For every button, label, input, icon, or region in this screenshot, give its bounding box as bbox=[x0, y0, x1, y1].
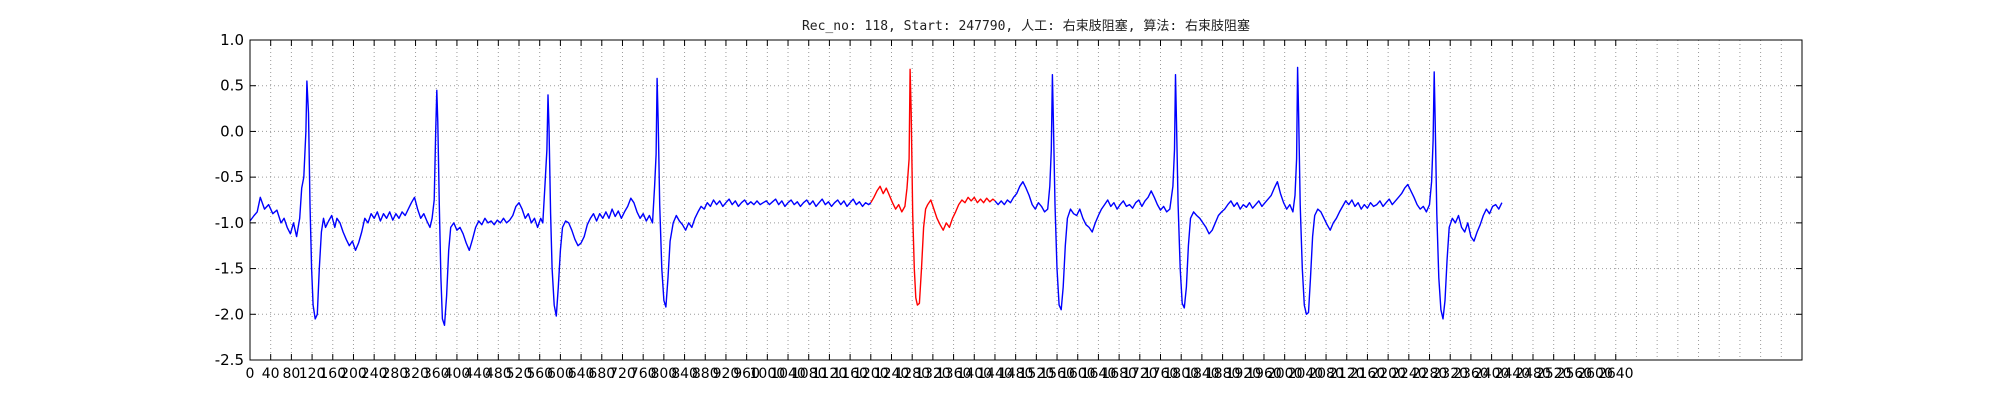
x-tick-label: 1160 bbox=[832, 366, 868, 382]
x-tick-label: 200 bbox=[340, 366, 367, 382]
x-tick-label: 480 bbox=[485, 366, 512, 382]
x-tick-label: 2280 bbox=[1412, 366, 1448, 382]
x-tick-label: 2440 bbox=[1494, 366, 1530, 382]
x-tick-label: 2200 bbox=[1370, 366, 1406, 382]
x-tick-label: 1760 bbox=[1143, 366, 1179, 382]
x-tick-label: 80 bbox=[282, 366, 300, 382]
x-tick-label: 360 bbox=[423, 366, 450, 382]
x-tick-label: 1440 bbox=[977, 366, 1013, 382]
x-tick-label: 2040 bbox=[1288, 366, 1324, 382]
x-tick-label: 1480 bbox=[998, 366, 1034, 382]
x-tick-label: 1560 bbox=[1039, 366, 1075, 382]
x-tick-label: 1240 bbox=[874, 366, 910, 382]
y-tick-label: -0.5 bbox=[215, 168, 244, 186]
plot-frame bbox=[249, 39, 1803, 361]
x-tick-label: 2240 bbox=[1391, 366, 1427, 382]
x-tick-label: 2080 bbox=[1308, 366, 1344, 382]
x-tick-label: 1400 bbox=[956, 366, 992, 382]
x-tick-label: 40 bbox=[262, 366, 280, 382]
y-axis-ticks: 1.0 0.5 0.0 -0.5 -1.0 -1.5 -2.0 -2.5 bbox=[215, 31, 1802, 369]
y-tick-label: -2.5 bbox=[215, 351, 244, 369]
x-tick-label: 2000 bbox=[1267, 366, 1303, 382]
x-tick-label: 0 bbox=[246, 366, 255, 382]
x-tick-label: 880 bbox=[692, 366, 719, 382]
x-tick-label: 160 bbox=[319, 366, 346, 382]
x-tick-label: 920 bbox=[713, 366, 740, 382]
x-tick-label: 520 bbox=[506, 366, 533, 382]
x-tick-label: 800 bbox=[650, 366, 677, 382]
x-tick-label: 440 bbox=[464, 366, 491, 382]
x-tick-label: 2400 bbox=[1474, 366, 1510, 382]
x-tick-label: 2320 bbox=[1432, 366, 1468, 382]
x-tick-label: 2360 bbox=[1453, 366, 1489, 382]
x-tick-label: 1000 bbox=[750, 366, 786, 382]
x-tick-label: 760 bbox=[630, 366, 657, 382]
y-tick-label: -1.0 bbox=[215, 214, 244, 232]
x-tick-label: 320 bbox=[402, 366, 429, 382]
x-tick-label: 1040 bbox=[770, 366, 806, 382]
x-tick-label: 1520 bbox=[1019, 366, 1055, 382]
x-tick-label: 1320 bbox=[915, 366, 951, 382]
x-tick-label: 640 bbox=[568, 366, 595, 382]
x-tick-label: 720 bbox=[609, 366, 636, 382]
y-tick-label: 1.0 bbox=[220, 31, 244, 49]
x-tick-label: 120 bbox=[299, 366, 326, 382]
y-tick-label: 0.5 bbox=[220, 77, 244, 95]
y-tick-label: 0.0 bbox=[220, 122, 244, 140]
x-tick-label: 1640 bbox=[1081, 366, 1117, 382]
x-tick-label: 680 bbox=[588, 366, 615, 382]
x-tick-label: 1360 bbox=[936, 366, 972, 382]
x-tick-label: 1280 bbox=[894, 366, 930, 382]
x-tick-label: 560 bbox=[526, 366, 553, 382]
y-tick-label: -2.0 bbox=[215, 305, 244, 323]
x-tick-label: 2560 bbox=[1557, 366, 1593, 382]
x-tick-label: 400 bbox=[444, 366, 471, 382]
ecg-series-line bbox=[994, 66, 1503, 320]
x-tick-label: 840 bbox=[671, 366, 698, 382]
x-tick-label: 1080 bbox=[791, 366, 827, 382]
x-tick-label: 2480 bbox=[1515, 366, 1551, 382]
x-tick-label: 1120 bbox=[812, 366, 848, 382]
x-tick-label: 2160 bbox=[1350, 366, 1386, 382]
x-tick-label: 1960 bbox=[1246, 366, 1282, 382]
x-tick-label: 1680 bbox=[1101, 366, 1137, 382]
ecg-series-line bbox=[249, 77, 872, 326]
x-tick-label: 2520 bbox=[1536, 366, 1572, 382]
x-tick-label: 1800 bbox=[1163, 366, 1199, 382]
x-tick-label: 280 bbox=[381, 366, 408, 382]
x-tick-label: 2120 bbox=[1329, 366, 1365, 382]
x-tick-label: 1840 bbox=[1184, 366, 1220, 382]
x-axis-ticks: 0 40 8012016020024028032036040044048052056… bbox=[246, 40, 1634, 382]
ecg-highlight-segment bbox=[870, 68, 996, 306]
x-tick-label: 1720 bbox=[1122, 366, 1158, 382]
x-tick-label: 2600 bbox=[1577, 366, 1613, 382]
x-tick-label: 2640 bbox=[1598, 366, 1634, 382]
series-lines bbox=[249, 66, 1503, 326]
x-tick-label: 1880 bbox=[1205, 366, 1241, 382]
y-tick-label: -1.5 bbox=[215, 260, 244, 278]
x-tick-label: 600 bbox=[547, 366, 574, 382]
x-tick-label: 240 bbox=[361, 366, 388, 382]
chart-title: Rec_no: 118, Start: 247790, 人工: 右束肢阻塞, 算… bbox=[801, 19, 1251, 34]
x-tick-label: 1200 bbox=[853, 366, 889, 382]
x-tick-label: 1600 bbox=[1060, 366, 1096, 382]
x-tick-label: 1920 bbox=[1225, 366, 1261, 382]
x-tick-label: 960 bbox=[733, 366, 760, 382]
